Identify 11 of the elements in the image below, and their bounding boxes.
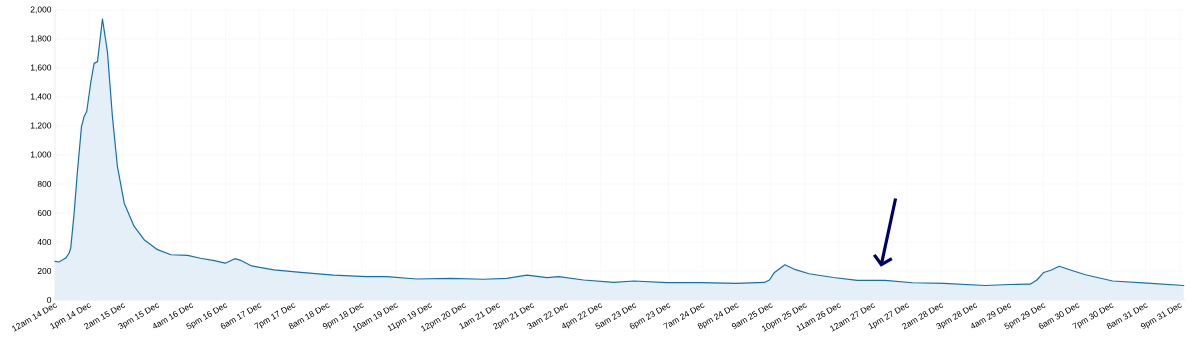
y-tick-label: 200 <box>37 268 52 274</box>
y-tick-label: 1,800 <box>30 35 52 43</box>
y-tick-label: 2,000 <box>30 6 52 14</box>
y-tick-label: 800 <box>37 181 52 187</box>
y-tick-label: 600 <box>37 210 52 216</box>
y-tick-label: 0 <box>47 297 52 303</box>
y-tick-label: 400 <box>37 239 52 245</box>
y-tick-label: 1,000 <box>30 151 52 159</box>
y-tick-label: 1,200 <box>30 122 52 130</box>
y-tick-label: 1,400 <box>30 93 52 101</box>
y-tick-label: 1,600 <box>30 64 52 72</box>
